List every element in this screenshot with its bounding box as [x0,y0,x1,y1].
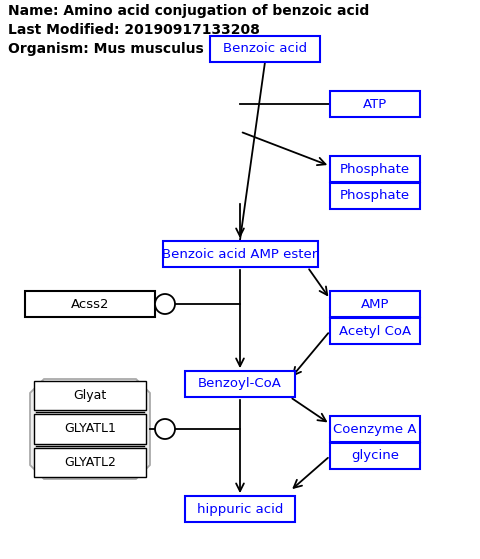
Text: Coenzyme A: Coenzyme A [333,423,417,435]
Bar [210,36,320,62]
Text: GLYATL2: GLYATL2 [64,456,116,469]
Circle shape [155,294,175,314]
Bar [330,416,420,442]
Text: Phosphate: Phosphate [340,163,410,176]
Text: Benzoic acid AMP ester: Benzoic acid AMP ester [162,248,318,260]
Bar [330,183,420,209]
Text: Phosphate: Phosphate [340,190,410,202]
Bar [34,381,146,410]
Text: AMP: AMP [361,297,389,310]
Bar [163,241,317,267]
Text: Acss2: Acss2 [71,297,109,310]
Text: Glyat: Glyat [73,389,107,402]
Text: hippuric acid: hippuric acid [197,503,283,515]
Bar [185,371,295,397]
Text: Organism: Mus musculus: Organism: Mus musculus [8,42,204,56]
Text: Benzoyl-CoA: Benzoyl-CoA [198,377,282,391]
Text: Benzoic acid: Benzoic acid [223,42,307,55]
Bar [330,443,420,469]
Bar [25,291,155,317]
Bar [330,318,420,344]
Text: Acetyl CoA: Acetyl CoA [339,325,411,338]
Bar [330,91,420,117]
Bar [330,156,420,182]
Text: ATP: ATP [363,97,387,111]
Text: Last Modified: 20190917133208: Last Modified: 20190917133208 [8,23,260,37]
Bar [34,448,146,477]
Text: GLYATL1: GLYATL1 [64,423,116,435]
Polygon shape [30,379,150,479]
Text: glycine: glycine [351,449,399,462]
Bar [34,414,146,444]
Bar [330,291,420,317]
Text: Name: Amino acid conjugation of benzoic acid: Name: Amino acid conjugation of benzoic … [8,4,369,18]
Bar [185,496,295,522]
Circle shape [155,419,175,439]
